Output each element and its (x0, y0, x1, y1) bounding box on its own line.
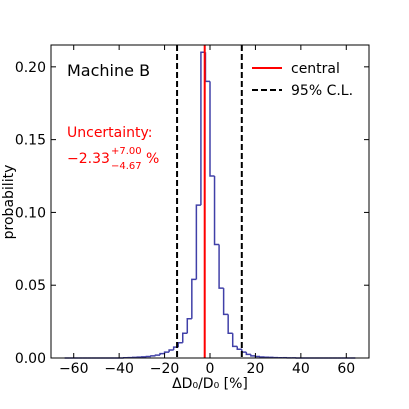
histogram-bin (186, 317, 192, 334)
x-tick-label: −20 (150, 361, 180, 377)
x-tick-label: −60 (59, 361, 89, 377)
legend-cl-label: 95% C.L. (291, 83, 353, 99)
x-tick-label: 40 (292, 361, 310, 377)
y-tick-label: 0.20 (15, 60, 46, 76)
uncertainty-plus: +7.00 (111, 146, 142, 157)
histogram-bin (181, 332, 188, 343)
histogram-bin (222, 288, 229, 316)
plot-area: −60 −40 −20 0 20 40 60 0.00 0.05 0.10 0.15 0.20 (15, 44, 370, 377)
histogram-bin (227, 314, 233, 335)
legend: central 95% C.L. (252, 61, 353, 99)
panel-title: Machine B (67, 61, 150, 80)
y-tick-label: 0.15 (15, 133, 46, 149)
histogram-bin (195, 204, 201, 280)
histogram-bin (154, 354, 161, 356)
histogram-bin (191, 278, 197, 319)
y-axis-label: probability (1, 165, 17, 240)
histogram-bin (218, 244, 224, 289)
histogram-bin (209, 81, 215, 177)
uncertainty-value: −2.33 (67, 151, 110, 167)
x-axis-label: ΔD₀/D₀ [%] (172, 376, 248, 392)
uncertainty-title: Uncertainty: (67, 125, 153, 141)
y-tick-label: 0.10 (15, 205, 46, 221)
y-tick-label: 0.00 (15, 351, 46, 367)
histogram-bin (236, 346, 242, 351)
histogram-bin (250, 354, 256, 357)
histogram-bin (168, 349, 174, 353)
legend-central-label: central (291, 61, 340, 77)
x-tick-label: 0 (206, 361, 215, 377)
x-tick-label: −40 (104, 361, 134, 377)
uncertainty-minus: −4.67 (111, 161, 142, 172)
uncertainty-unit: % (146, 151, 159, 167)
histogram-bin (245, 352, 251, 356)
histogram-bin (150, 355, 156, 357)
histogram-bin (213, 176, 220, 246)
histogram-bin (254, 355, 260, 358)
y-tick-label: 0.05 (15, 278, 46, 294)
uncertainty-value-group: −2.33 +7.00 −4.67 % (67, 146, 159, 172)
histogram-bin (177, 341, 183, 348)
x-tick-label: 20 (247, 361, 265, 377)
histogram-bin (231, 333, 238, 348)
histogram-bin (159, 352, 165, 356)
x-tick-label: 60 (337, 361, 355, 377)
